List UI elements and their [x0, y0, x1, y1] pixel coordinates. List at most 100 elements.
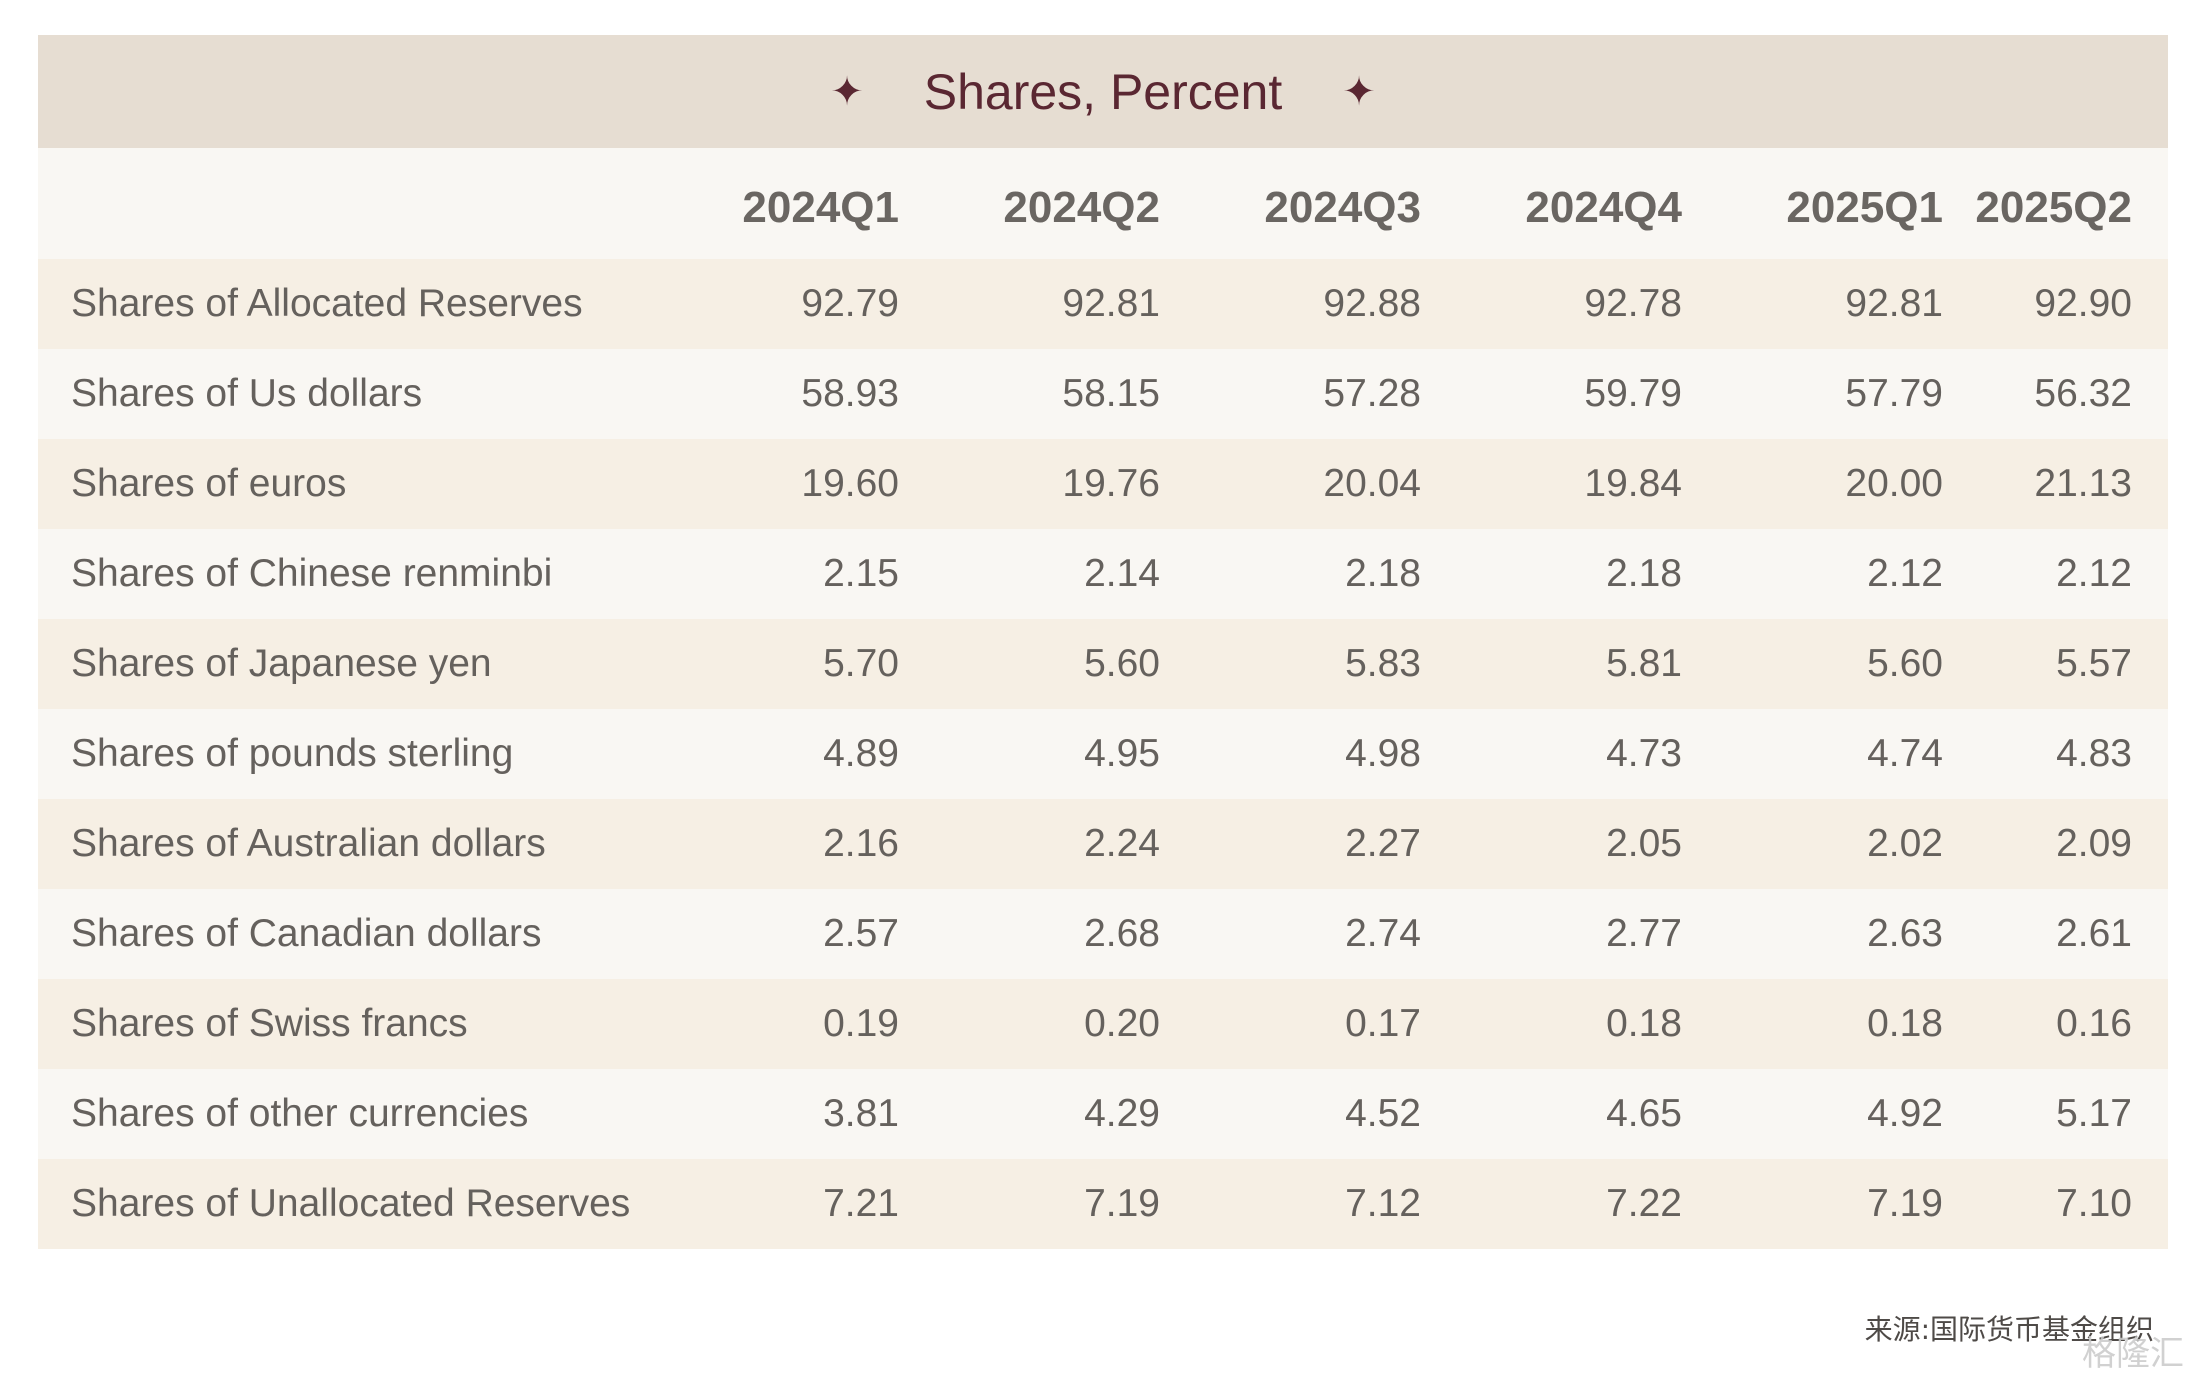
column-header: 2024Q3 — [1264, 182, 1421, 232]
table-row: Shares of euros 19.60 19.76 20.04 19.84 20.00… — [38, 439, 2168, 529]
table-cell: 5.83 — [1345, 642, 1421, 685]
row-label-header — [38, 148, 638, 259]
table-row: Shares of Chinese renminbi 2.15 2.14 2.18 2.… — [38, 529, 2168, 619]
row-label: Shares of Japanese yen — [71, 642, 492, 685]
table-cell: 2.15 — [823, 552, 899, 595]
table-row: Shares of other currencies 3.81 4.29 4.52 4.… — [38, 1069, 2168, 1159]
table-cell: 58.15 — [1062, 372, 1160, 415]
table-cell: 0.18 — [1867, 1002, 1943, 1045]
table-cell: 20.00 — [1845, 462, 1943, 505]
table-cell: 58.93 — [801, 372, 899, 415]
table-title-bar: ✦ Shares, Percent ✦ — [38, 35, 2168, 148]
reserves-table-container: ✦ Shares, Percent ✦ 2024Q1 2024Q2 2024Q3… — [38, 35, 2168, 1249]
table-cell: 92.81 — [1062, 282, 1160, 325]
shares-table: 2024Q1 2024Q2 2024Q3 2024Q4 2025Q1 2025Q… — [38, 148, 2168, 1249]
table-cell: 2.16 — [823, 822, 899, 865]
table-cell: 2.12 — [2056, 552, 2132, 595]
table-cell: 7.22 — [1606, 1182, 1682, 1225]
table-cell: 2.12 — [1867, 552, 1943, 595]
table-row: Shares of Canadian dollars 2.57 2.68 2.74 2.… — [38, 889, 2168, 979]
row-label: Shares of pounds sterling — [71, 732, 514, 775]
table-cell: 4.92 — [1867, 1092, 1943, 1135]
row-label: Shares of Swiss francs — [71, 1002, 468, 1045]
row-label: Shares of Unallocated Reserves — [71, 1182, 631, 1225]
column-header: 2024Q4 — [1525, 182, 1682, 232]
table-row: Shares of Japanese yen 5.70 5.60 5.83 5.81 5.… — [38, 619, 2168, 709]
table-cell: 2.05 — [1606, 822, 1682, 865]
row-label: Shares of other currencies — [71, 1092, 529, 1135]
table-cell: 19.84 — [1584, 462, 1682, 505]
table-cell: 4.65 — [1606, 1092, 1682, 1135]
column-header: 2024Q2 — [1003, 182, 1160, 232]
table-cell: 2.77 — [1606, 912, 1682, 955]
table-cell: 5.17 — [2056, 1092, 2132, 1135]
table-cell: 2.74 — [1345, 912, 1421, 955]
watermark-logo: 格隆汇 — [2082, 1334, 2184, 1374]
row-label: Shares of Chinese renminbi — [71, 552, 553, 595]
table-title: Shares, Percent — [923, 63, 1283, 120]
table-cell: 92.78 — [1584, 282, 1682, 325]
table-cell: 4.52 — [1345, 1092, 1421, 1135]
table-row: Shares of Us dollars 58.93 58.15 57.28 59.79… — [38, 349, 2168, 439]
four-point-star-icon: ✦ — [1342, 69, 1376, 114]
table-row: Shares of Australian dollars 2.16 2.24 2.27… — [38, 799, 2168, 889]
table-cell: 0.16 — [2056, 1002, 2132, 1045]
table-cell: 7.12 — [1345, 1182, 1421, 1225]
table-cell: 4.89 — [823, 732, 899, 775]
table-cell: 20.04 — [1323, 462, 1421, 505]
table-cell: 7.19 — [1084, 1182, 1160, 1225]
table-cell: 59.79 — [1584, 372, 1682, 415]
table-cell: 5.70 — [823, 642, 899, 685]
row-label: Shares of Australian dollars — [71, 822, 546, 865]
table-cell: 4.98 — [1345, 732, 1421, 775]
table-cell: 5.60 — [1084, 642, 1160, 685]
table-row: Shares of Unallocated Reserves 7.21 7.19 7.… — [38, 1159, 2168, 1249]
row-label: Shares of euros — [71, 462, 347, 505]
table-cell: 7.10 — [2056, 1182, 2132, 1225]
table-cell: 92.81 — [1845, 282, 1943, 325]
table-row: Shares of pounds sterling 4.89 4.95 4.98 4.7… — [38, 709, 2168, 799]
table-cell: 0.18 — [1606, 1002, 1682, 1045]
table-cell: 2.18 — [1345, 552, 1421, 595]
table-cell: 3.81 — [823, 1092, 899, 1135]
source-note: 来源:国际货币基金组织 — [1864, 1313, 2154, 1346]
table-cell: 2.57 — [823, 912, 899, 955]
table-cell: 5.81 — [1606, 642, 1682, 685]
table-cell: 2.24 — [1084, 822, 1160, 865]
table-cell: 5.60 — [1867, 642, 1943, 685]
table-cell: 2.27 — [1345, 822, 1421, 865]
table-row: Shares of Allocated Reserves 92.79 92.81 92… — [38, 259, 2168, 349]
table-cell: 0.19 — [823, 1002, 899, 1045]
table-cell: 4.95 — [1084, 732, 1160, 775]
column-header: 2025Q1 — [1786, 182, 1943, 232]
table-cell: 2.14 — [1084, 552, 1160, 595]
table-cell: 2.09 — [2056, 822, 2132, 865]
table-cell: 2.02 — [1867, 822, 1943, 865]
table-cell: 5.57 — [2056, 642, 2132, 685]
column-header: 2024Q1 — [742, 182, 899, 232]
table-cell: 4.29 — [1084, 1092, 1160, 1135]
table-cell: 56.32 — [2034, 372, 2132, 415]
table-cell: 4.74 — [1867, 732, 1943, 775]
table-cell: 0.20 — [1084, 1002, 1160, 1045]
four-point-star-icon: ✦ — [830, 69, 864, 114]
table-cell: 7.19 — [1867, 1182, 1943, 1225]
table-cell: 57.79 — [1845, 372, 1943, 415]
table-cell: 92.88 — [1323, 282, 1421, 325]
row-label: Shares of Allocated Reserves — [71, 282, 583, 325]
table-cell: 57.28 — [1323, 372, 1421, 415]
table-cell: 2.61 — [2056, 912, 2132, 955]
table-cell: 4.83 — [2056, 732, 2132, 775]
row-label: Shares of Us dollars — [71, 372, 423, 415]
table-body: Shares of Allocated Reserves 92.79 92.81 92… — [38, 259, 2168, 1249]
table-row: Shares of Swiss francs 0.19 0.20 0.17 0.18 0.… — [38, 979, 2168, 1069]
column-header: 2025Q2 — [1975, 182, 2132, 232]
table-cell: 4.73 — [1606, 732, 1682, 775]
table-cell: 19.76 — [1062, 462, 1160, 505]
table-cell: 92.90 — [2034, 282, 2132, 325]
table-cell: 19.60 — [801, 462, 899, 505]
table-cell: 92.79 — [801, 282, 899, 325]
table-cell: 2.18 — [1606, 552, 1682, 595]
table-cell: 0.17 — [1345, 1002, 1421, 1045]
header-row: 2024Q1 2024Q2 2024Q3 2024Q4 2025Q1 2025Q… — [38, 148, 2168, 259]
